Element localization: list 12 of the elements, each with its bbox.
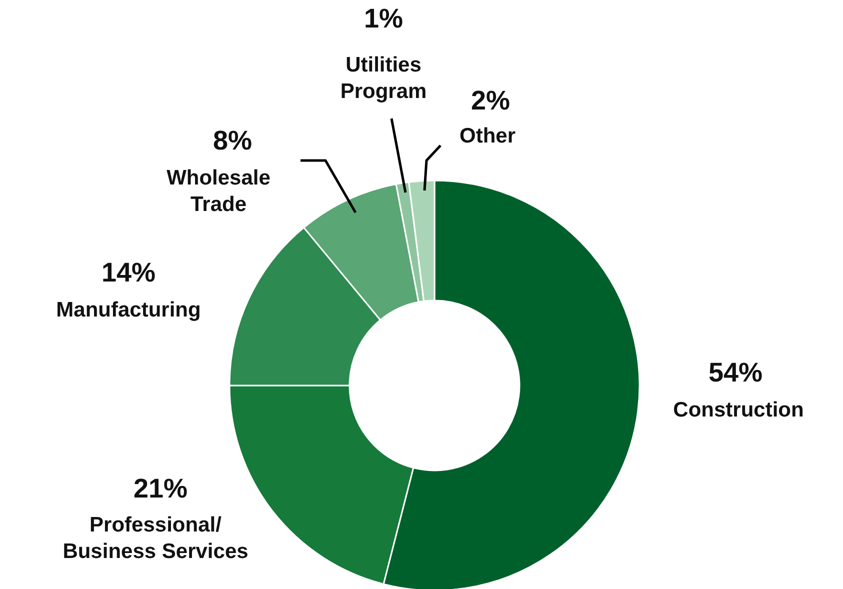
data-label: 54% xyxy=(708,358,763,388)
data-label: 1% xyxy=(364,4,404,34)
slice-label: Wholesale Trade xyxy=(166,166,270,216)
data-label: 14% xyxy=(101,258,156,288)
slice-label: Other xyxy=(459,124,516,148)
slice-label: Professional/ Business Services xyxy=(62,514,248,563)
data-label: 2% xyxy=(470,86,510,116)
slice-label: Manufacturing xyxy=(56,298,201,322)
slice-label: Construction xyxy=(673,398,804,422)
data-label: 21% xyxy=(133,474,188,504)
slice-label: Utilities Program xyxy=(340,54,427,103)
data-label: 8% xyxy=(212,126,252,156)
